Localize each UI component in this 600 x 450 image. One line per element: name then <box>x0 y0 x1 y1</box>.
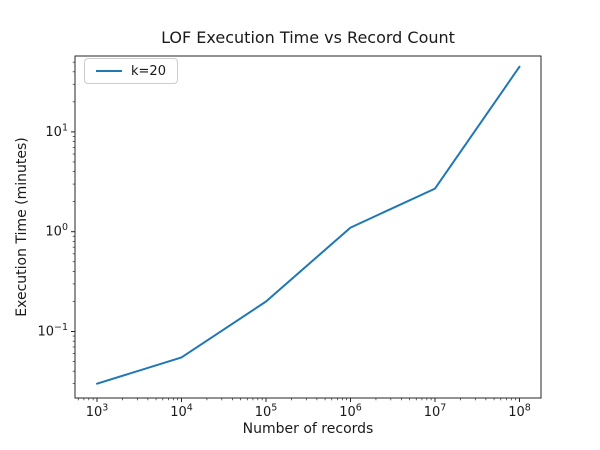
x-tick-label: 108 <box>508 403 531 421</box>
x-axis-ticks <box>77 398 520 402</box>
series-lines <box>96 65 521 385</box>
y-tick-label: 101 <box>45 122 68 140</box>
x-tick-label: 104 <box>170 403 193 421</box>
plot-frame <box>74 55 542 399</box>
y-tick-label: 10−1 <box>37 322 68 340</box>
x-tick-label: 105 <box>255 403 278 421</box>
series-line-k-20 <box>96 65 521 385</box>
x-tick-label: 103 <box>86 403 109 421</box>
x-tick-label: 107 <box>424 403 447 421</box>
legend-line-sample <box>96 70 122 72</box>
legend-entry-label: k=20 <box>131 63 166 79</box>
y-tick-label: 100 <box>45 222 68 240</box>
legend: k=20 <box>84 58 178 84</box>
chart-title: LOF Execution Time vs Record Count <box>161 28 455 47</box>
x-axis-label: Number of records <box>242 421 374 437</box>
x-tick-label: 106 <box>339 403 362 421</box>
tick-labels: 103 104 105 106 107 108 10−1 100 101 <box>37 122 530 420</box>
y-axis-ticks <box>71 61 75 385</box>
y-axis-label: Execution Time (minutes) <box>14 137 30 317</box>
